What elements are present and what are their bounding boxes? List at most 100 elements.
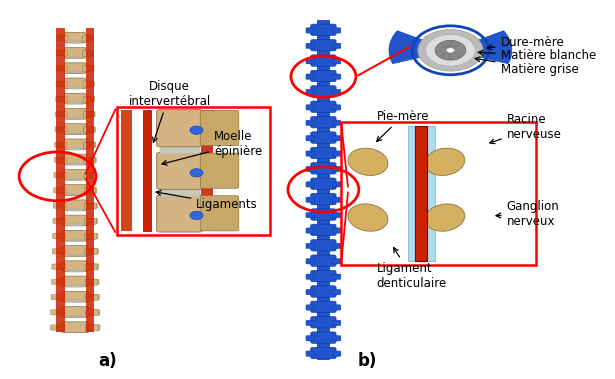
FancyBboxPatch shape	[311, 209, 336, 220]
FancyBboxPatch shape	[85, 249, 97, 255]
FancyBboxPatch shape	[333, 213, 341, 218]
FancyBboxPatch shape	[200, 153, 239, 188]
FancyBboxPatch shape	[82, 51, 93, 56]
Circle shape	[418, 30, 483, 71]
Bar	[67, 224, 84, 226]
FancyBboxPatch shape	[306, 105, 314, 110]
FancyBboxPatch shape	[311, 132, 336, 143]
FancyBboxPatch shape	[85, 310, 98, 316]
FancyBboxPatch shape	[311, 240, 336, 251]
Circle shape	[442, 53, 452, 60]
FancyBboxPatch shape	[64, 108, 86, 119]
Bar	[68, 102, 82, 104]
FancyBboxPatch shape	[200, 111, 239, 146]
FancyBboxPatch shape	[84, 157, 95, 163]
FancyBboxPatch shape	[85, 294, 100, 300]
FancyBboxPatch shape	[311, 255, 336, 266]
Circle shape	[449, 53, 459, 60]
FancyBboxPatch shape	[57, 51, 68, 56]
FancyBboxPatch shape	[86, 325, 100, 330]
FancyBboxPatch shape	[333, 89, 341, 95]
FancyBboxPatch shape	[333, 258, 341, 264]
FancyBboxPatch shape	[55, 142, 67, 147]
Circle shape	[190, 169, 203, 177]
FancyBboxPatch shape	[62, 261, 88, 271]
FancyBboxPatch shape	[306, 351, 314, 356]
FancyBboxPatch shape	[65, 47, 85, 58]
Bar	[121, 111, 132, 231]
FancyBboxPatch shape	[333, 351, 341, 356]
Bar	[201, 111, 213, 231]
FancyBboxPatch shape	[63, 230, 88, 241]
Wedge shape	[389, 31, 450, 64]
FancyBboxPatch shape	[306, 182, 314, 187]
FancyBboxPatch shape	[65, 63, 86, 74]
FancyBboxPatch shape	[333, 336, 341, 341]
Bar	[69, 41, 81, 43]
Bar	[67, 209, 83, 211]
FancyBboxPatch shape	[65, 32, 85, 43]
Bar	[66, 285, 84, 287]
FancyBboxPatch shape	[306, 59, 314, 64]
Text: Matière blanche: Matière blanche	[478, 49, 596, 63]
Bar	[57, 28, 65, 332]
FancyBboxPatch shape	[311, 347, 336, 359]
FancyBboxPatch shape	[62, 307, 89, 317]
Text: Disque
intervertébral: Disque intervertébral	[129, 80, 211, 142]
FancyBboxPatch shape	[84, 203, 97, 208]
Circle shape	[435, 41, 466, 60]
FancyBboxPatch shape	[64, 139, 87, 150]
FancyBboxPatch shape	[311, 147, 336, 159]
Circle shape	[442, 41, 452, 47]
FancyBboxPatch shape	[63, 169, 87, 180]
Text: Racine
nerveuse: Racine nerveuse	[490, 113, 561, 144]
FancyBboxPatch shape	[157, 195, 202, 232]
FancyBboxPatch shape	[84, 127, 95, 132]
FancyBboxPatch shape	[333, 105, 341, 110]
FancyBboxPatch shape	[333, 120, 341, 125]
Bar	[68, 179, 83, 180]
Bar	[341, 122, 536, 265]
FancyBboxPatch shape	[306, 197, 314, 202]
Bar	[66, 270, 84, 271]
Bar	[408, 125, 415, 261]
FancyBboxPatch shape	[333, 320, 341, 326]
FancyBboxPatch shape	[62, 276, 89, 287]
FancyBboxPatch shape	[82, 35, 93, 41]
Bar	[117, 107, 270, 235]
Bar	[66, 255, 84, 256]
Text: b): b)	[358, 352, 378, 370]
FancyBboxPatch shape	[311, 316, 336, 328]
FancyBboxPatch shape	[333, 290, 341, 295]
FancyBboxPatch shape	[306, 320, 314, 326]
FancyBboxPatch shape	[51, 310, 65, 315]
FancyBboxPatch shape	[85, 310, 100, 315]
FancyBboxPatch shape	[84, 127, 95, 133]
FancyBboxPatch shape	[333, 305, 341, 310]
FancyBboxPatch shape	[311, 178, 336, 190]
FancyBboxPatch shape	[84, 111, 95, 117]
FancyBboxPatch shape	[306, 151, 314, 156]
Text: a): a)	[98, 352, 117, 370]
FancyBboxPatch shape	[311, 86, 336, 97]
Bar	[66, 301, 84, 302]
FancyBboxPatch shape	[306, 74, 314, 79]
FancyBboxPatch shape	[200, 196, 239, 231]
FancyBboxPatch shape	[84, 172, 95, 179]
FancyBboxPatch shape	[306, 258, 314, 264]
Bar	[117, 107, 270, 235]
FancyBboxPatch shape	[311, 55, 336, 66]
Bar	[341, 122, 536, 265]
FancyBboxPatch shape	[333, 151, 341, 156]
Text: Ligament
denticulaire: Ligament denticulaire	[376, 247, 447, 290]
FancyBboxPatch shape	[83, 96, 95, 102]
FancyBboxPatch shape	[85, 249, 98, 254]
FancyBboxPatch shape	[56, 81, 68, 86]
FancyBboxPatch shape	[62, 291, 89, 302]
FancyBboxPatch shape	[333, 43, 341, 49]
FancyBboxPatch shape	[311, 116, 336, 128]
Bar	[317, 20, 329, 359]
FancyBboxPatch shape	[85, 279, 99, 285]
FancyBboxPatch shape	[54, 157, 66, 163]
Text: Moelle
épinière: Moelle épinière	[162, 130, 263, 165]
